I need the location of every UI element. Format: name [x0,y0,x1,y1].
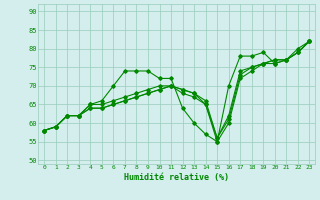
X-axis label: Humidité relative (%): Humidité relative (%) [124,173,229,182]
